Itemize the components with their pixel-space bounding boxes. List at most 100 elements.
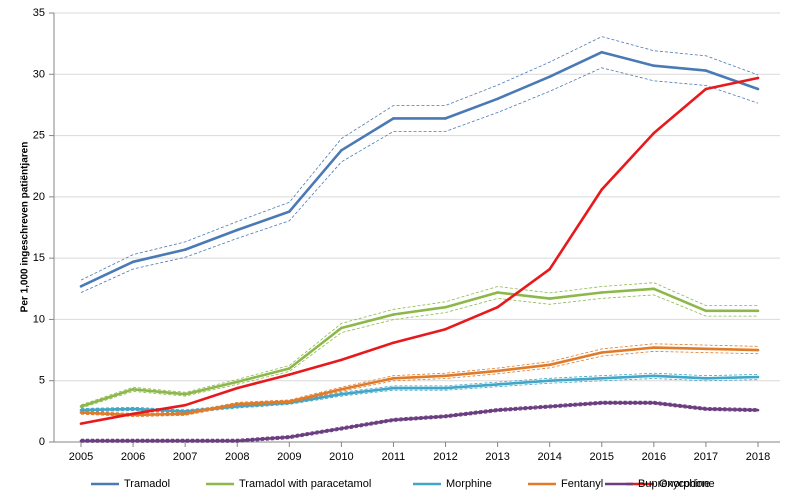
data-point (392, 386, 395, 390)
legend-item: Tramadol with paracetamol (206, 478, 371, 490)
data-point (600, 401, 604, 405)
y-tick-label: 25 (33, 130, 45, 142)
data-point (496, 408, 499, 412)
data-point (288, 210, 291, 213)
data-point (704, 309, 708, 313)
data-point (756, 76, 760, 80)
data-point (183, 439, 187, 443)
x-tick-label: 2010 (329, 451, 353, 463)
data-point (340, 148, 343, 152)
y-tick-labels: 0 5 10 15 20 25 30 35 (33, 7, 45, 448)
data-point (652, 374, 656, 378)
data-point (652, 287, 656, 291)
data-point (600, 376, 604, 380)
data-point (600, 50, 604, 54)
data-point (496, 369, 499, 373)
x-tick-label: 2009 (277, 451, 301, 463)
data-point (131, 387, 135, 391)
data-point (131, 412, 135, 416)
x-tick-label: 2013 (485, 451, 509, 463)
data-point (183, 392, 187, 396)
data-point (288, 435, 291, 439)
data-point (131, 407, 135, 411)
x-tick-label: 2017 (694, 451, 718, 463)
legend-label: Tramadol (124, 478, 170, 490)
data-point (79, 411, 83, 414)
data-point (548, 267, 551, 271)
data-point (340, 392, 343, 396)
data-point (235, 386, 239, 390)
x-tick-label: 2016 (642, 451, 666, 463)
x-tick-label: 2018 (746, 451, 770, 463)
data-point (652, 131, 656, 135)
data-point (340, 358, 343, 362)
series-line (81, 401, 759, 443)
x-tick-label: 2011 (382, 451, 406, 463)
data-point (131, 260, 135, 264)
data-point (79, 439, 83, 443)
data-point (704, 69, 708, 72)
confidence-band-line (81, 400, 759, 440)
x-tick-label: 2005 (69, 451, 93, 463)
data-point (704, 407, 708, 411)
data-point (392, 418, 395, 422)
legend-item: Morphine (413, 478, 492, 490)
data-point (600, 351, 604, 354)
y-axis-label: Per 1,000 ingeschreven patiëntjaren (20, 142, 31, 313)
data-point (235, 402, 239, 406)
x-tick-label: 2014 (537, 451, 561, 463)
confidence-band-line (80, 36, 759, 281)
data-point (79, 405, 83, 408)
x-tick-label: 2006 (121, 451, 145, 463)
data-point (288, 367, 291, 370)
data-point (392, 341, 395, 345)
data-point (340, 387, 343, 391)
confidence-band-line (80, 372, 759, 411)
series-line (80, 76, 759, 425)
series-tramadol-with-paracetamol (79, 282, 760, 409)
series-group (79, 36, 760, 443)
data-point (392, 117, 395, 120)
data-point (79, 285, 83, 288)
data-point (548, 75, 551, 79)
data-point (288, 400, 291, 403)
data-point (183, 410, 187, 413)
series-buprenorphine (79, 400, 760, 443)
data-point (235, 439, 239, 443)
series-line (80, 374, 759, 413)
confidence-band-line (81, 404, 759, 443)
legend-label: Fentanyl (561, 478, 603, 490)
data-point (652, 346, 656, 349)
data-point (600, 291, 604, 294)
y-tick-label: 20 (33, 191, 45, 203)
data-point (392, 376, 395, 380)
data-point (652, 401, 656, 405)
data-point (756, 348, 760, 352)
legend-label: Morphine (446, 478, 492, 490)
data-point (444, 117, 447, 120)
data-point (340, 326, 343, 330)
series-line (80, 50, 759, 288)
data-point (496, 291, 499, 294)
legend-label: Oxycodone (659, 478, 715, 490)
legend-item: Buprenorphine (605, 478, 710, 490)
data-point (183, 248, 187, 251)
confidence-band-line (80, 294, 758, 409)
x-tick-label: 2008 (225, 451, 249, 463)
data-point (600, 188, 604, 191)
y-tick-label: 0 (39, 436, 45, 448)
data-point (392, 313, 395, 316)
x-tick-label: 2015 (590, 451, 614, 463)
data-point (496, 305, 499, 309)
confidence-band-line (80, 343, 759, 414)
legend: Tramadol Tramadol with paracetamol Morphin… (91, 478, 715, 490)
series-line (80, 287, 758, 408)
data-point (548, 297, 551, 300)
data-point (235, 228, 239, 232)
data-point (704, 347, 708, 351)
legend-label: Tramadol with paracetamol (239, 478, 371, 490)
data-point (496, 383, 499, 386)
data-point (183, 412, 187, 416)
data-point (340, 427, 343, 430)
